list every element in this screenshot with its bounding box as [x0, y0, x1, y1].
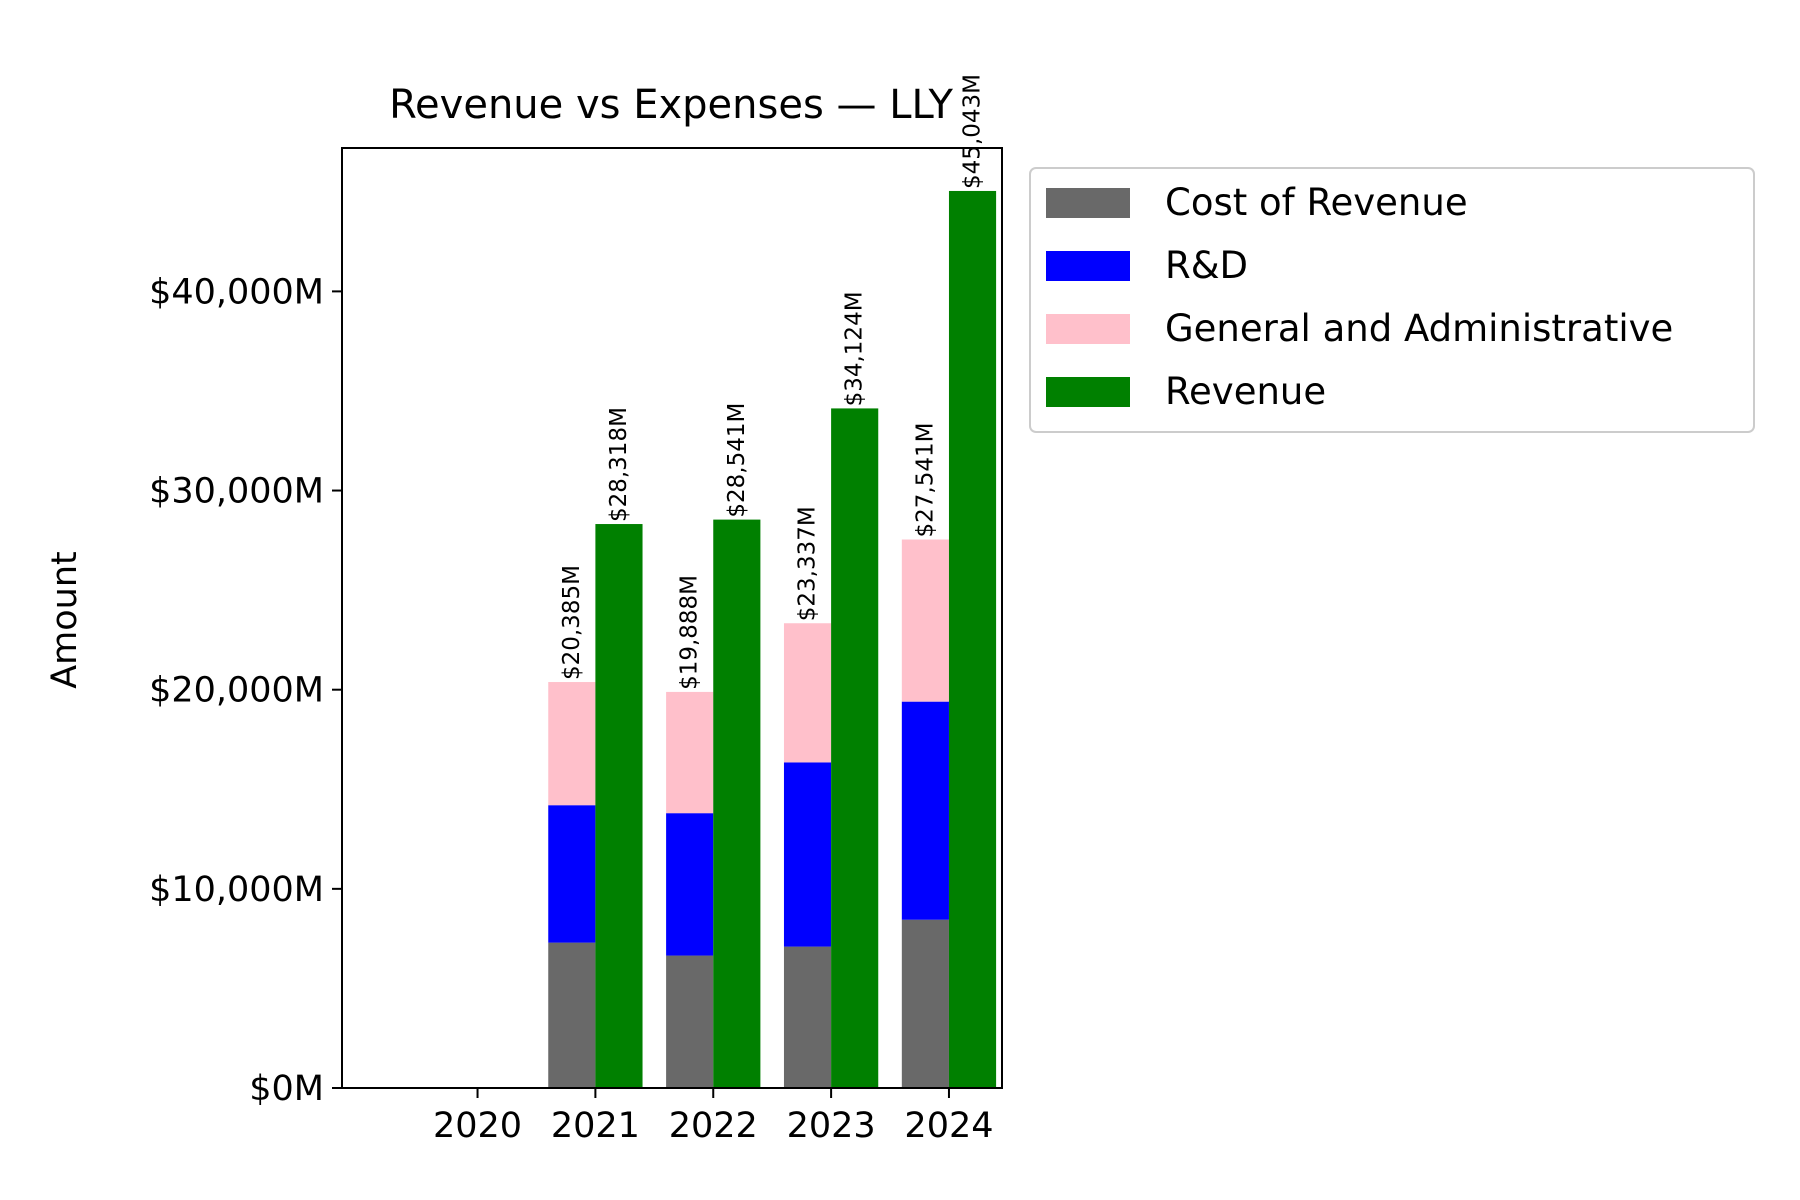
legend-frame	[1029, 167, 1755, 433]
plot-frame	[341, 147, 1003, 1089]
y-tick-label: $40,000M	[149, 272, 324, 312]
legend-label-r-d: R&D	[1165, 244, 1248, 287]
y-axis-label: Amount	[45, 551, 85, 689]
bar-r-d-2022	[666, 813, 714, 956]
revenue-label-2022: $28,541M	[724, 403, 750, 518]
legend: Cost of Revenue R&D General and Administra…	[1029, 167, 1755, 433]
expense-total-label-2023: $23,337M	[795, 506, 821, 621]
x-tick-label-2024: 2024	[904, 1106, 993, 1146]
x-axis: 2020 2021 2022 2023 2024	[433, 1088, 994, 1146]
bar-cost-of-revenue-2024	[901, 919, 949, 1088]
revenue-label-2023: $34,124M	[842, 291, 868, 406]
y-tick-label: $0M	[249, 1069, 324, 1109]
bar-general-and-administrative-2023	[783, 623, 832, 763]
bar-revenue-2023	[831, 408, 879, 1088]
bar-cost-of-revenue-2022	[666, 955, 714, 1088]
y-tick-label: $30,000M	[149, 472, 324, 512]
bar-general-and-administrative-2021	[548, 682, 596, 806]
bar-revenue-2024	[948, 190, 997, 1088]
bar-labels: $20,385M $19,888M $23,337M $27,541M $28,318M…	[559, 74, 986, 690]
legend-swatch-r-d	[1046, 251, 1130, 281]
bars	[548, 190, 997, 1088]
bar-r-d-2024	[901, 701, 949, 920]
y-axis: $0M $10,000M $20,000M $30,000M $40,000M	[149, 272, 342, 1109]
x-tick-label-2021: 2021	[551, 1106, 640, 1146]
legend-swatch-revenue	[1046, 377, 1130, 407]
expense-total-label-2021: $20,385M	[559, 565, 585, 680]
bar-general-and-administrative-2024	[901, 539, 949, 702]
x-tick-label-2022: 2022	[669, 1106, 758, 1146]
legend-label-general-and-administrative: General and Administrative	[1165, 307, 1673, 350]
bar-cost-of-revenue-2021	[548, 942, 596, 1088]
legend-swatch-cost-of-revenue	[1046, 188, 1130, 218]
legend-label-cost-of-revenue: Cost of Revenue	[1165, 181, 1468, 224]
x-tick-label-2020: 2020	[433, 1106, 522, 1146]
bar-r-d-2023	[783, 762, 832, 947]
expense-total-label-2022: $19,888M	[677, 575, 703, 690]
expense-total-label-2024: $27,541M	[912, 423, 938, 538]
bar-r-d-2021	[548, 805, 596, 943]
bar-revenue-2021	[595, 524, 643, 1088]
revenue-label-2024: $45,043M	[960, 74, 986, 189]
bar-revenue-2022	[713, 519, 761, 1088]
legend-label-revenue: Revenue	[1165, 370, 1326, 413]
bar-general-and-administrative-2022	[666, 691, 714, 814]
x-tick-label-2023: 2023	[787, 1106, 876, 1146]
bar-cost-of-revenue-2023	[783, 946, 832, 1088]
legend-swatch-general-and-administrative	[1046, 314, 1130, 344]
chart-title: Revenue vs Expenses — LLY	[389, 82, 953, 128]
revenue-label-2021: $28,318M	[606, 407, 632, 522]
y-tick-label: $10,000M	[149, 870, 324, 910]
y-tick-label: $20,000M	[149, 671, 324, 711]
